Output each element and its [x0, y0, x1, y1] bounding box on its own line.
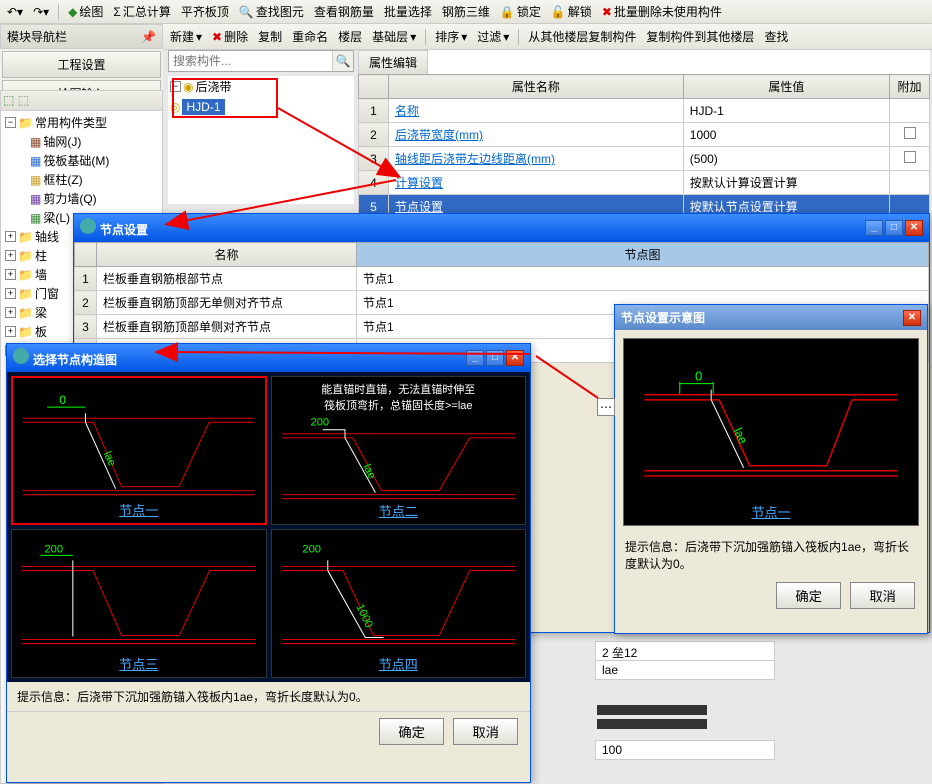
- svg-text:lae: lae: [731, 426, 751, 447]
- preview-image: 0 lae 节点一: [623, 338, 919, 526]
- tree-root[interactable]: − 📁 常用构件类型: [3, 113, 160, 132]
- tb2-copy-from[interactable]: 从其他楼层复制构件: [525, 27, 639, 46]
- minimize-button[interactable]: _: [865, 220, 883, 236]
- preview-info: 提示信息：后浇带下沉加强筋锚入筏板内1ae，弯折长度默认为0。: [615, 534, 927, 576]
- svg-text:1000: 1000: [353, 602, 374, 630]
- tb-batch-del[interactable]: ✖批量删除未使用构件: [599, 2, 725, 21]
- tree-item[interactable]: ▦ 轴网(J): [3, 132, 160, 151]
- module-nav-title: 模块导航栏 📌: [0, 24, 163, 49]
- select-cell-1[interactable]: 0 lae 节点一: [11, 376, 267, 525]
- tb2-floor[interactable]: 楼层: [335, 27, 365, 46]
- preview-buttons: 确定 取消: [615, 576, 927, 615]
- bottom-cells: 2 垒12lae: [595, 641, 775, 679]
- tb2-copy[interactable]: 复制: [255, 27, 285, 46]
- undo-button[interactable]: ↶▾: [4, 4, 26, 20]
- secondary-toolbar: 新建▾ ✖删除 复制 重命名 楼层 基础层▾ 排序▾ 过滤▾ 从其他楼层复制构件…: [163, 24, 932, 50]
- maximize-button[interactable]: □: [486, 350, 504, 366]
- select-buttons: 确定 取消: [7, 711, 530, 751]
- pin-icon[interactable]: 📌: [141, 30, 156, 44]
- tb-draw[interactable]: ◆绘图: [65, 2, 106, 21]
- svg-text:0: 0: [695, 369, 702, 384]
- bottom-bars: [597, 705, 707, 733]
- col-name: 属性名称: [389, 75, 684, 99]
- property-tab[interactable]: 属性编辑: [358, 50, 428, 74]
- select-cell-2[interactable]: 能直锚时直锚，无法直锚时伸至 筏板顶弯折，总锚固长度>=lae 200 lae …: [271, 376, 527, 525]
- tree-item[interactable]: ▦ 剪力墙(Q): [3, 189, 160, 208]
- component-tree: − ◉ 后浇带 ◎ HJD-1: [168, 76, 354, 204]
- select-cell-4[interactable]: 200 1000 节点四: [271, 529, 527, 678]
- more-button[interactable]: ⋯: [597, 398, 615, 416]
- tree-item[interactable]: ▦ 筏板基础(M): [3, 151, 160, 170]
- preview-title: 节点设置示意图 ✕: [615, 305, 927, 330]
- select-info: 提示信息：后浇带下沉加强筋锚入筏板内1ae，弯折长度默认为0。: [7, 682, 530, 711]
- search-box: 🔍: [168, 50, 354, 72]
- search-button[interactable]: 🔍: [332, 51, 353, 71]
- select-cell-3[interactable]: 200 节点三: [11, 529, 267, 678]
- node-col-name: 名称: [97, 243, 357, 267]
- tb-sum[interactable]: Σ 汇总计算: [110, 2, 173, 21]
- tb2-base-floor[interactable]: 基础层▾: [369, 27, 419, 46]
- preview-label: 节点一: [624, 502, 918, 521]
- ok-button[interactable]: 确定: [379, 718, 444, 745]
- tb-flat[interactable]: 平齐板顶: [178, 2, 232, 21]
- tb-view-rebar[interactable]: 查看钢筋量: [311, 2, 377, 21]
- collapse-icon[interactable]: −: [5, 117, 16, 128]
- preview-dialog: 节点设置示意图 ✕ 0 lae 节点一 提示信息：后浇带下沉加强筋锚入筏板内1a…: [614, 304, 928, 634]
- node-row[interactable]: 1栏板垂直钢筋根部节点节点1: [75, 267, 929, 291]
- tb2-find[interactable]: 查找: [761, 27, 791, 46]
- ok-button[interactable]: 确定: [776, 582, 841, 609]
- close-button[interactable]: ✕: [506, 350, 524, 366]
- property-row[interactable]: 1名称HJD-1: [359, 99, 930, 123]
- tree-toolbar: ⬚ ⬚: [1, 91, 162, 111]
- select-node-dialog: 选择节点构造图 _ □ ✕ 0 lae 节点一 能直锚时直锚，无法直锚时伸至: [6, 343, 531, 783]
- tb2-rename[interactable]: 重命名: [289, 27, 331, 46]
- tb2-filter[interactable]: 过滤▾: [474, 27, 512, 46]
- property-row[interactable]: 2后浇带宽度(mm)1000: [359, 123, 930, 147]
- select-title: 选择节点构造图 _ □ ✕: [7, 344, 530, 372]
- svg-text:200: 200: [302, 543, 321, 555]
- svg-text:200: 200: [44, 543, 63, 555]
- node-col-node: 节点图: [357, 243, 929, 267]
- close-button[interactable]: ✕: [905, 220, 923, 236]
- svg-text:200: 200: [310, 417, 329, 429]
- bottom-cell-100: 100: [595, 740, 775, 760]
- module-btn-project-settings[interactable]: 工程设置: [2, 51, 161, 78]
- tb-unlock[interactable]: 🔓解锁: [548, 2, 595, 21]
- node-dialog-title: 节点设置 _ □ ✕: [74, 214, 929, 242]
- redo-button[interactable]: ↷▾: [30, 4, 52, 20]
- cancel-button[interactable]: 取消: [453, 718, 518, 745]
- tb2-copy-to[interactable]: 复制构件到其他楼层: [643, 27, 757, 46]
- tb2-delete[interactable]: ✖删除: [209, 27, 251, 46]
- minimize-button[interactable]: _: [466, 350, 484, 366]
- col-value: 属性值: [683, 75, 889, 99]
- main-toolbar: ↶▾ ↷▾ ◆绘图 Σ 汇总计算 平齐板顶 🔍查找图元 查看钢筋量 批量选择 钢…: [0, 0, 932, 24]
- search-input[interactable]: [169, 51, 332, 71]
- tree-node-root[interactable]: − ◉ 后浇带: [168, 76, 354, 97]
- tb2-sort[interactable]: 排序▾: [432, 27, 470, 46]
- tb2-new[interactable]: 新建▾: [167, 27, 205, 46]
- property-row[interactable]: 3轴线距后浇带左边线距离(mm)(500): [359, 147, 930, 171]
- tb-rebar-3d[interactable]: 钢筋三维: [439, 2, 493, 21]
- cancel-button[interactable]: 取消: [850, 582, 915, 609]
- col-attach: 附加: [890, 75, 930, 99]
- property-row[interactable]: 4计算设置按默认计算设置计算: [359, 171, 930, 195]
- dialog-icon: [13, 348, 29, 364]
- expand-icon[interactable]: −: [170, 81, 181, 92]
- close-button[interactable]: ✕: [903, 310, 921, 326]
- dialog-icon: [80, 218, 96, 234]
- tree-item[interactable]: ▦ 框柱(Z): [3, 170, 160, 189]
- tb-lock[interactable]: 🔒锁定: [497, 2, 544, 21]
- tb-batch-sel[interactable]: 批量选择: [381, 2, 435, 21]
- svg-text:lae: lae: [101, 450, 118, 468]
- tb-find[interactable]: 🔍查找图元: [236, 2, 307, 21]
- svg-text:0: 0: [59, 393, 66, 407]
- tree-node-child[interactable]: ◎ HJD-1: [168, 97, 354, 117]
- maximize-button[interactable]: □: [885, 220, 903, 236]
- select-grid: 0 lae 节点一 能直锚时直锚，无法直锚时伸至 筏板顶弯折，总锚固长度>=la…: [7, 372, 530, 682]
